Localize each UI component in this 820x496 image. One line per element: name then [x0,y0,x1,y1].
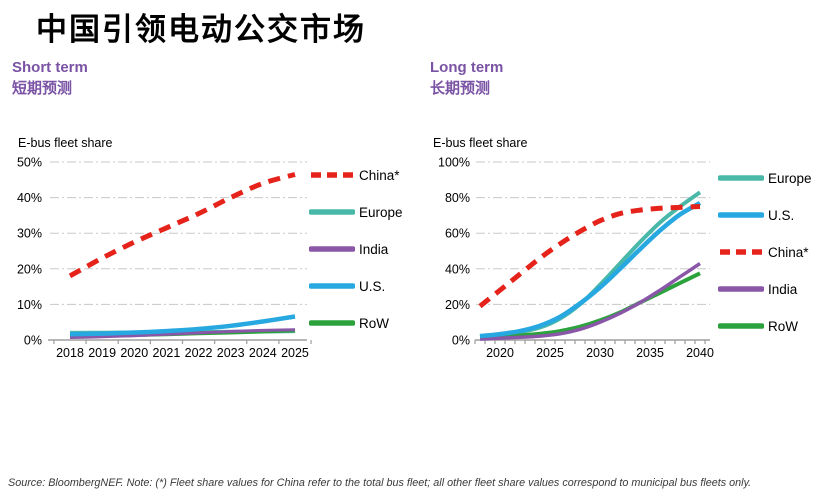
x-tick-label: 2019 [88,346,116,360]
y-tick-label: 40% [445,262,470,276]
legend-line-sample-row [718,323,764,329]
legend-line-sample-us [309,283,355,289]
short-term-legend: China* Europe India U.S. RoW [309,163,403,335]
legend-item-row: RoW [718,314,812,338]
series-line-china [478,204,701,309]
x-tick-label: 2024 [249,346,277,360]
legend-label-us: U.S. [359,278,386,294]
legend-item-china: China* [718,240,812,264]
x-tick-label: 2035 [636,346,664,360]
series-line-us [479,200,702,339]
legend-item-europe: Europe [309,200,403,224]
x-tick-label: 2040 [686,346,714,360]
legend-label-india: India [768,281,798,297]
y-tick-label: 100% [438,156,470,170]
legend-item-row: RoW [309,311,403,335]
series-line-india [69,328,296,339]
long-term-chart: 0% 20% 40% 60% 80% 100% 2020 2025 2030 2035 2040 [438,156,714,361]
x-tick-label: 2020 [486,346,514,360]
y-tick-label: 0% [452,334,470,348]
legend-line-sample-us [718,212,764,218]
y-tick-label: 0% [24,334,42,348]
series-line-europe [479,190,702,339]
legend-item-india: India [718,277,812,301]
x-tick-label: 2030 [586,346,614,360]
y-tick-label: 80% [445,191,470,205]
long-term-legend: Europe U.S. China* India RoW [718,166,812,338]
y-tick-label: 50% [17,156,42,170]
legend-item-europe: Europe [718,166,812,190]
x-tick-label: 2020 [120,346,148,360]
long-term-heading: Long term 长期预测 [430,57,503,99]
y-tick-label: 20% [445,298,470,312]
y-tick-label: 10% [17,298,42,312]
short-term-heading: Short term 短期预测 [12,57,88,99]
legend-label-europe: Europe [768,170,812,186]
short-term-chart: 0% 10% 20% 30% 40% 50% 2018 2019 2020 2021 2022 202… [17,156,312,360]
legend-label-china: China* [768,244,809,260]
legend-item-china: China* [309,163,403,187]
y-tick-label: 30% [17,227,42,241]
long-term-heading-en: Long term [430,59,504,76]
legend-line-sample-india [718,286,764,292]
page-title: 中国引领电动公交市场 [36,12,366,47]
y-tick-label: 60% [445,227,470,241]
legend-line-sample-europe [309,209,355,215]
series-line-us [69,314,296,337]
legend-label-europe: Europe [359,204,403,220]
y-tick-label: 40% [17,191,42,205]
x-tick-label: 2022 [185,346,213,360]
x-tick-label: 2018 [56,346,84,360]
legend-label-us: U.S. [768,207,795,223]
legend-label-row: RoW [359,315,389,331]
legend-line-sample-china [311,172,353,178]
legend-label-china: China* [359,167,400,183]
y-tick-label: 20% [17,262,42,276]
legend-label-india: India [359,241,389,257]
legend-label-row: RoW [768,318,798,334]
source-note: Source: BloombergNEF. Note: (*) Fleet sh… [8,477,752,489]
x-tick-label: 2025 [536,346,564,360]
legend-item-us: U.S. [309,274,403,298]
series-line-india [479,262,701,341]
x-tick-label: 2025 [281,346,309,360]
x-tick-label: 2021 [153,346,181,360]
series-line-row [479,271,701,340]
short-term-heading-en: Short term [12,59,88,76]
legend-item-india: India [309,237,403,261]
legend-item-us: U.S. [718,203,812,227]
x-tick-label: 2023 [217,346,245,360]
long-term-heading-zh: 长期预测 [430,80,491,97]
long-term-axis-title: E-bus fleet share [433,136,528,150]
legend-line-sample-china [720,249,762,255]
short-term-heading-zh: 短期预测 [12,80,73,97]
legend-line-sample-europe [718,175,764,181]
legend-line-sample-row [309,320,355,326]
series-line-china [68,172,296,279]
legend-line-sample-india [309,246,355,252]
short-term-axis-title: E-bus fleet share [18,136,113,150]
